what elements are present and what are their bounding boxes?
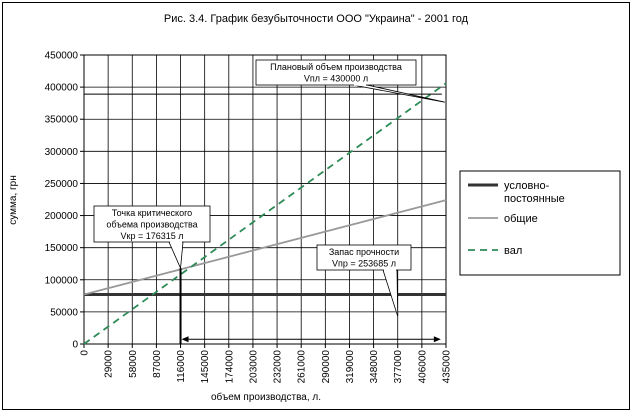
y-tick-label: 150000 [45,243,79,254]
x-tick-label: 116000 [176,350,187,383]
callout-label: Запас прочности [329,247,399,257]
y-tick-label: 50000 [50,307,78,318]
series-line [83,199,447,296]
x-tick-label: 435000 [442,350,453,384]
y-tick-label: 450000 [45,51,79,62]
legend-box [459,170,621,276]
callout-label: Vкр = 176315 л [121,231,184,241]
legend: условно-постоянные общие вал [459,170,621,276]
x-tick-label: 58000 [128,350,139,378]
x-tick-label: 348000 [369,350,380,384]
arrow-head-left [181,336,189,343]
y-tick-label: 200000 [45,211,79,222]
y-tick-label: 350000 [45,115,79,126]
callout-box [255,59,417,86]
legend-label: условно-постоянные [504,180,565,205]
callout-label: Плановый объем производства [270,62,402,72]
x-tick-label: 145000 [200,350,211,384]
y-tick-label: 0 [72,340,78,351]
plot-area: 0 50000 100000 150000 200000 250000 300000 3500… [45,51,453,384]
callout-box [93,205,211,243]
x-tick-label: 203000 [248,350,259,384]
x-tick-label: 174000 [224,350,235,384]
callout-label: объема производства [106,220,197,230]
legend-label: вал [504,245,522,257]
legend-label: общие [504,213,538,225]
y-tick-label: 100000 [45,275,79,286]
y-tick-label: 300000 [45,147,79,158]
x-tick-label: 0 [80,350,91,356]
x-tick-label: 29000 [104,350,115,378]
callout-box [316,244,412,271]
callout-label: Vпл = 430000 л [304,74,368,84]
x-tick-label: 87000 [152,350,163,378]
x-tick-label: 377000 [393,350,404,384]
series-line [83,82,447,345]
y-tick-label: 250000 [45,179,79,190]
chart-title: Рис. 3.4. График безубыточности ООО "Укр… [164,13,469,25]
callout-label: Точка критического [112,208,192,218]
x-tick-label: 319000 [345,350,356,384]
y-axis-label: сумма, грн [8,175,19,225]
x-tick-label: 406000 [417,350,428,384]
x-tick-label: 232000 [273,350,284,384]
x-tick-label: 290000 [321,350,332,384]
y-tick-label: 400000 [45,83,79,94]
x-tick-label: 261000 [297,350,308,384]
x-axis-label: объем производства, л. [211,391,321,403]
callout-label: Vпр = 253685 л [332,259,396,269]
plot-background [83,54,447,345]
arrow-head-right [433,336,441,343]
